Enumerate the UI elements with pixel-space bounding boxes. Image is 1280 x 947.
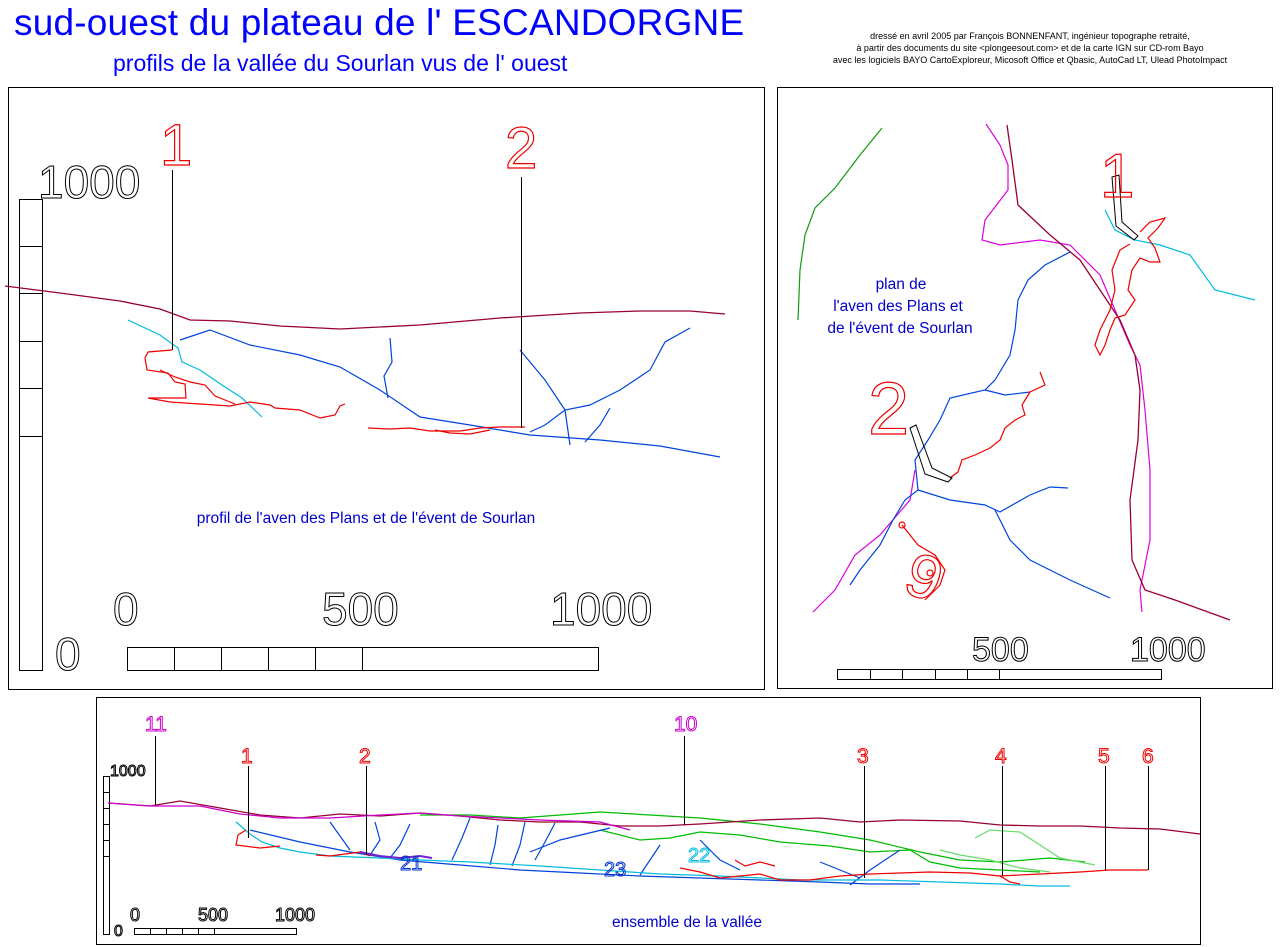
valley-magenta-profile — [107, 802, 631, 831]
plan-scale-bar — [837, 669, 1162, 680]
valley-label-22: 22 — [688, 845, 710, 867]
plan-caption-line-3: de l'évent de Sourlan — [827, 320, 972, 337]
valley-label-23: 23 — [604, 859, 626, 881]
valley-vscale-bottom: 0 — [114, 923, 123, 940]
valley-green-profile-1 — [420, 811, 1086, 863]
profile-marker-1: 1 — [160, 113, 192, 178]
profile-marker-2: 2 — [505, 116, 537, 181]
profile-vertical-scale — [19, 199, 43, 671]
valley-hscale-500: 500 — [198, 905, 228, 925]
valley-green-profile-2 — [599, 829, 1041, 873]
profile-terrain-line — [4, 285, 726, 330]
profile-hscale-500: 500 — [322, 583, 399, 635]
plan-green-stream — [797, 127, 883, 321]
credits-line-3: avec les logiciels BAYO CartoExploreur, … — [832, 55, 1228, 65]
credits-line-1: dressé en avril 2005 par François BONNEN… — [870, 31, 1190, 41]
plan-cyan-passage — [1104, 209, 1256, 301]
plan-magenta-stream — [981, 123, 1151, 613]
valley-marker-4: 4 — [995, 745, 1007, 768]
valley-lightgreen-profile — [974, 829, 1096, 866]
plan-panel: 1 2 9 plan de l'aven des Plans et de l'é… — [777, 87, 1273, 689]
valley-marker-6: 6 — [1142, 745, 1154, 768]
valley-red-markers: 1 2 3 4 5 6 — [241, 745, 1155, 769]
profile-panel: 1000 0 0 500 1000 — [4, 87, 765, 690]
profile-caption: profil de l'aven des Plans et de l'évent… — [197, 510, 536, 527]
plan-scale-1000: 1000 — [1130, 631, 1206, 669]
valley-purple-segment — [359, 851, 433, 860]
profile-horizontal-scale — [127, 647, 599, 671]
valley-label-21: 21 — [400, 853, 422, 875]
plan-caption-line-2: l'aven des Plans et — [833, 298, 963, 315]
valley-marker-10: 10 — [674, 713, 697, 736]
valley-marker-11: 11 — [145, 713, 167, 736]
plan-entrance-2 — [909, 424, 953, 483]
valley-panel-frame — [96, 697, 1201, 945]
valley-marker-5: 5 — [1098, 745, 1110, 768]
plan-scale-500: 500 — [972, 631, 1029, 669]
credits-line-2: à partir des documents du site <plongees… — [856, 43, 1204, 53]
plan-panel-frame — [777, 87, 1273, 689]
profile-hscale-0: 0 — [113, 583, 139, 635]
valley-hscale-1000: 1000 — [275, 905, 315, 925]
valley-vertical-scale — [103, 776, 110, 935]
profile-vscale-top: 1000 — [38, 156, 140, 208]
valley-cyan-passage — [235, 821, 1070, 887]
credits-block: dressé en avril 2005 par François BONNEN… — [760, 30, 1280, 66]
profile-hscale-1000: 1000 — [550, 583, 652, 635]
profile-blue-streams — [179, 327, 721, 458]
plan-terrain-road — [1006, 124, 1231, 621]
valley-hscale-0: 0 — [130, 905, 140, 925]
valley-marker-3: 3 — [857, 745, 869, 768]
valley-magenta-markers: 11 10 — [145, 713, 698, 737]
profile-vscale-bottom: 0 — [55, 628, 81, 680]
page-title: sud-ouest du plateau de l' ESCANDORGNE — [14, 2, 745, 43]
plan-entrance-1 — [1111, 174, 1139, 241]
valley-terrain-line — [107, 800, 1201, 835]
plan-blue-streams — [849, 251, 1111, 599]
plan-marker-9-shape — [901, 524, 946, 601]
plan-caption-line-1: plan de — [876, 276, 927, 293]
valley-vscale-top: 1000 — [110, 763, 146, 780]
valley-marker-lines — [155, 736, 1149, 878]
profile-red-caves — [144, 349, 525, 435]
valley-lightgreen-branch — [939, 849, 1051, 873]
valley-panel: 1000 0 0 500 1000 — [96, 697, 1201, 945]
plan-marker-2: 2 — [868, 367, 909, 450]
valley-caption: ensemble de la vallée — [612, 914, 762, 931]
plan-red-caves — [898, 216, 1167, 577]
page-subtitle: profils de la vallée du Sourlan vus de l… — [113, 50, 568, 76]
valley-marker-2: 2 — [359, 745, 371, 768]
valley-blue-labels: 21 23 — [400, 853, 627, 882]
profile-cyan-passage — [127, 319, 263, 418]
plan-marker-1: 1 — [1100, 142, 1134, 211]
valley-horizontal-scale — [134, 928, 297, 935]
valley-marker-1: 1 — [241, 745, 253, 768]
